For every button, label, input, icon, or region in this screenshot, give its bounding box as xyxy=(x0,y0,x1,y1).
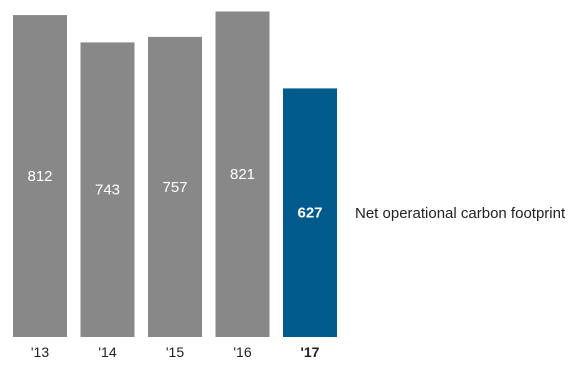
data-label-0: 812 xyxy=(27,168,52,185)
data-label-2: 757 xyxy=(162,179,187,196)
bar-3 xyxy=(215,11,270,337)
x-tick-label-4: '17 xyxy=(301,344,320,360)
data-label-4: 627 xyxy=(297,205,322,222)
data-label-3: 821 xyxy=(230,166,255,183)
bar-0 xyxy=(13,15,67,337)
bar-4 xyxy=(283,88,337,338)
bar-2 xyxy=(148,36,202,337)
data-label-1: 743 xyxy=(95,182,120,199)
x-tick-label-1: '14 xyxy=(98,344,116,360)
x-tick-label-0: '13 xyxy=(31,344,49,360)
x-tick-label-3: '16 xyxy=(233,344,251,360)
x-tick-label-2: '15 xyxy=(166,344,184,360)
bar-1 xyxy=(80,42,135,337)
legend-label: Net operational carbon footprint xyxy=(355,205,566,222)
